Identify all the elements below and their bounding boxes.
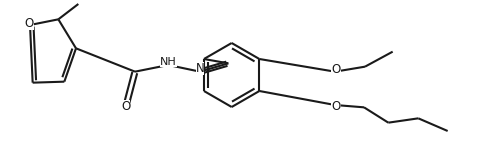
- Text: O: O: [331, 63, 340, 76]
- Text: O: O: [24, 17, 33, 30]
- Text: O: O: [121, 100, 130, 113]
- Text: O: O: [331, 100, 340, 113]
- Text: N: N: [195, 62, 204, 75]
- Text: NH: NH: [160, 57, 176, 67]
